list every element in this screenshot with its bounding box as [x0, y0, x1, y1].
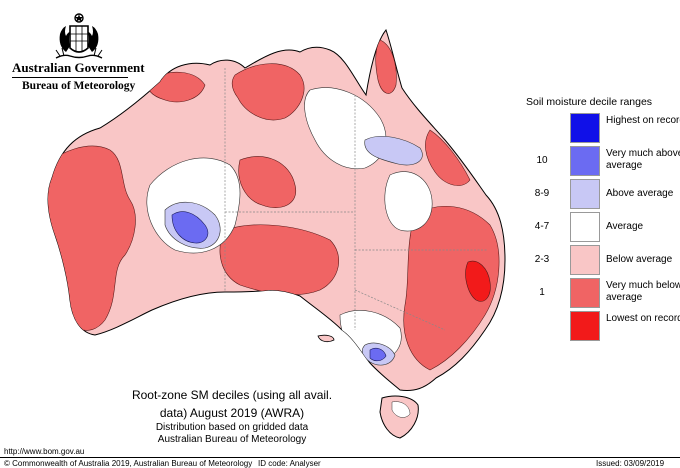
- legend-item-code: 4-7: [534, 221, 550, 232]
- legend-item-code: 1: [539, 287, 545, 298]
- map-subtitle-line-1: Distribution based on gridded data: [155, 422, 309, 433]
- legend-item-swatch: [570, 146, 600, 176]
- region-average-qld: [304, 87, 387, 170]
- legend-item: 4-7 Average: [522, 212, 680, 242]
- legend-item-label: Very much above average: [606, 148, 680, 171]
- legend-item-swatch: [570, 311, 600, 341]
- mainland-base: [47, 28, 506, 391]
- legend-item-swatch: [570, 113, 600, 143]
- region-very-much-above-vic: [369, 347, 387, 362]
- legend-title: Soil moisture decile ranges: [526, 96, 653, 108]
- region-very-much-above-wa: [171, 211, 209, 244]
- region-above-avg-qld: [364, 136, 423, 166]
- legend-item: 2-3 Below average: [522, 245, 680, 275]
- region-very-much-below-north: [231, 63, 305, 121]
- legend-item: 10 Very much above average: [522, 146, 680, 176]
- legend-item-code: 2-3: [534, 254, 550, 265]
- legend-item-label: Lowest on record: [606, 313, 680, 324]
- map-title: Root-zone SM deciles (using all avail. d…: [112, 386, 352, 446]
- footer-divider: [0, 457, 680, 458]
- region-very-much-below-sa: [219, 224, 339, 295]
- website-link[interactable]: http://www.bom.gov.au: [4, 447, 85, 456]
- tasmania-average: [391, 401, 411, 418]
- coat-of-arms-icon: [55, 13, 103, 59]
- region-very-much-below-qld: [425, 129, 471, 186]
- legend-item-swatch: [570, 278, 600, 308]
- legend-item-code: 10: [536, 155, 548, 166]
- legend-item-label: Average: [606, 221, 644, 232]
- region-average-inland-qld: [384, 171, 433, 232]
- kangaroo-island: [317, 334, 335, 343]
- copyright-text: © Commonwealth of Australia 2019, Austra…: [4, 459, 253, 468]
- legend-item: 1 Very much below average: [522, 278, 680, 308]
- region-very-much-below-cape: [375, 39, 397, 94]
- region-very-much-below-central: [238, 156, 297, 208]
- legend-item-label: Highest on record: [606, 115, 680, 126]
- issued-date-text: Issued: 03/09/2019: [596, 459, 665, 468]
- legend-item: Lowest on record: [522, 311, 680, 341]
- legend-item-swatch: [570, 245, 600, 275]
- map-subtitle-line-2: Australian Bureau of Meteorology: [157, 434, 307, 445]
- legend-item-label: Very much below average: [606, 280, 680, 303]
- legend-item-code: 8-9: [534, 188, 550, 199]
- legend-item-label: Below average: [606, 254, 673, 265]
- map-title-line-2: data) August 2019 (AWRA): [159, 406, 305, 420]
- region-very-much-below-east: [403, 205, 500, 371]
- legend-item-swatch: [570, 212, 600, 242]
- legend-item-swatch: [570, 179, 600, 209]
- government-name: Australian Government: [12, 60, 145, 75]
- region-lowest-east: [465, 260, 491, 302]
- legend-item-label: Above average: [606, 188, 674, 199]
- map-title-line-1: Root-zone SM deciles (using all avail.: [131, 388, 333, 402]
- id-code-text: ID code: Analyser: [258, 459, 321, 468]
- header-divider: [12, 77, 128, 78]
- legend-item: 8-9 Above average: [522, 179, 680, 209]
- legend-item: Highest on record: [522, 113, 680, 143]
- state-borders: [224, 68, 488, 331]
- region-very-much-below-nw: [148, 71, 206, 103]
- bureau-name: Bureau of Meteorology: [22, 80, 136, 92]
